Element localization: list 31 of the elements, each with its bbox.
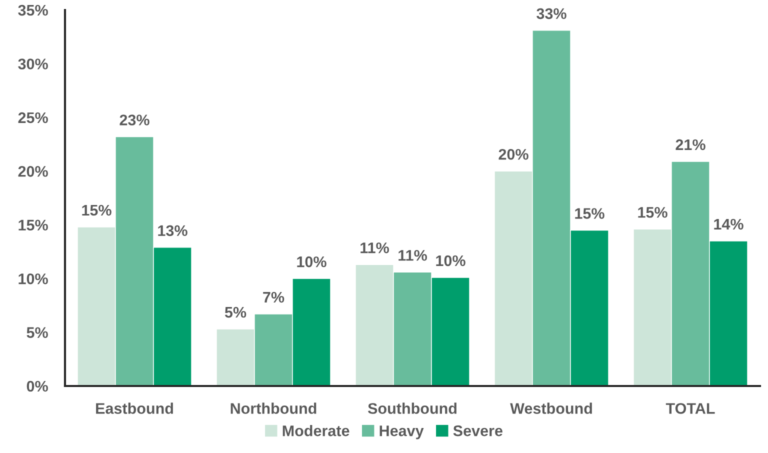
data-label: 14%: [714, 218, 744, 230]
x-tick-label: TOTAL: [666, 403, 715, 414]
data-label: 11%: [360, 242, 389, 254]
x-tick-label: Northbound: [230, 402, 316, 414]
y-tick-label: 35%: [18, 4, 48, 16]
data-label: 21%: [676, 139, 706, 150]
legend-label: Severe: [453, 425, 502, 436]
y-tick-label: 20%: [18, 166, 48, 177]
legend-label: Heavy: [380, 426, 424, 440]
data-label: 33%: [536, 8, 566, 20]
data-label: 15%: [638, 207, 668, 218]
data-label: 10%: [297, 256, 326, 268]
data-label: 15%: [82, 204, 112, 216]
data-label: 13%: [158, 225, 188, 236]
data-label: 11%: [398, 250, 427, 261]
x-tick-label: Southbound: [368, 402, 456, 414]
y-tick-label: 0%: [26, 380, 48, 392]
data-label: 7%: [263, 292, 284, 303]
y-tick-label: 25%: [18, 112, 48, 124]
y-tick-label: 10%: [18, 273, 48, 284]
x-tick-label: Eastbound: [96, 402, 173, 414]
data-label: 5%: [224, 306, 246, 318]
data-label: 20%: [498, 148, 528, 160]
y-tick-label: 5%: [26, 327, 48, 338]
data-label: 23%: [120, 114, 150, 126]
legend-label: Moderate: [282, 425, 350, 436]
data-label: 10%: [436, 255, 466, 266]
data-label: 15%: [575, 208, 604, 219]
y-tick-label: 30%: [18, 58, 48, 70]
x-tick-label: Westbound: [510, 402, 592, 414]
y-tick-label: 15%: [18, 220, 48, 231]
